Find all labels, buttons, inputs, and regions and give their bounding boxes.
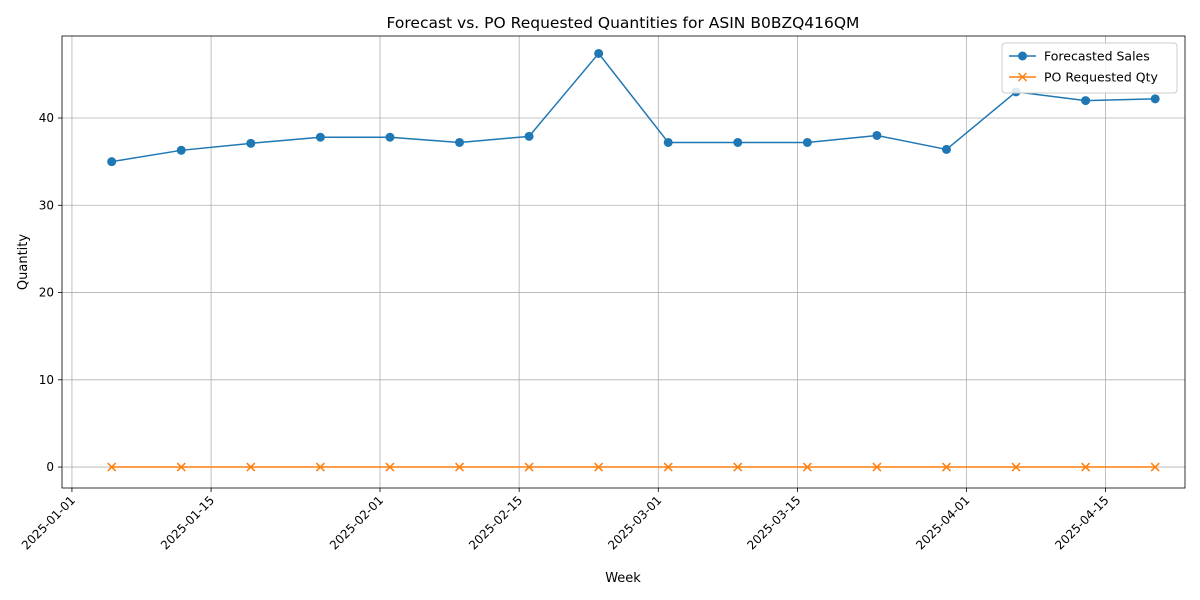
data-point-po-requested-qty bbox=[385, 462, 395, 472]
y-tick-label: 0 bbox=[46, 460, 54, 474]
data-point-forecasted-sales bbox=[315, 132, 325, 142]
legend-marker-po-requested-qty bbox=[1017, 72, 1028, 82]
data-point-forecasted-sales bbox=[246, 138, 256, 148]
legend-label-po-requested-qty: PO Requested Qty bbox=[1044, 70, 1158, 85]
y-axis-title: Quantity bbox=[16, 234, 31, 290]
legend: Forecasted Sales PO Requested Qty bbox=[1001, 42, 1178, 94]
data-point-po-requested-qty bbox=[733, 462, 743, 472]
data-point-po-requested-qty bbox=[524, 462, 534, 472]
data-point-forecasted-sales bbox=[802, 137, 812, 147]
data-point-forecasted-sales bbox=[107, 157, 117, 167]
y-tick-label: 40 bbox=[39, 111, 54, 125]
legend-box bbox=[1001, 42, 1178, 94]
y-tick-label: 10 bbox=[39, 373, 54, 387]
data-point-po-requested-qty bbox=[594, 462, 604, 472]
y-tick-label: 20 bbox=[39, 286, 54, 300]
data-point-po-requested-qty bbox=[107, 462, 117, 472]
data-point-po-requested-qty bbox=[315, 462, 325, 472]
data-point-po-requested-qty bbox=[454, 462, 465, 472]
data-point-po-requested-qty bbox=[872, 462, 882, 472]
data-point-forecasted-sales bbox=[941, 144, 951, 154]
data-point-po-requested-qty bbox=[941, 462, 952, 472]
data-point-po-requested-qty bbox=[1011, 462, 1021, 472]
data-point-forecasted-sales bbox=[524, 131, 534, 141]
chart-title: Forecast vs. PO Requested Quantities for… bbox=[387, 14, 860, 32]
x-axis-title: Week bbox=[605, 571, 641, 586]
data-point-forecasted-sales bbox=[1081, 96, 1091, 106]
data-point-po-requested-qty bbox=[176, 462, 186, 472]
data-point-po-requested-qty bbox=[1081, 462, 1091, 472]
y-tick-label: 30 bbox=[39, 198, 54, 212]
y-axis: 0 10 20 30 40 bbox=[39, 111, 62, 474]
data-point-forecasted-sales bbox=[872, 130, 882, 140]
data-point-forecasted-sales bbox=[1150, 94, 1160, 104]
legend-marker-forecasted-sales bbox=[1018, 51, 1027, 61]
data-point-forecasted-sales bbox=[176, 145, 186, 155]
data-point-forecasted-sales bbox=[663, 137, 673, 147]
data-point-po-requested-qty bbox=[246, 462, 256, 472]
legend-label-forecasted-sales: Forecasted Sales bbox=[1044, 49, 1150, 64]
data-point-po-requested-qty bbox=[1150, 462, 1160, 472]
data-point-forecasted-sales bbox=[385, 132, 395, 142]
data-point-forecasted-sales bbox=[594, 48, 604, 58]
data-point-po-requested-qty bbox=[663, 462, 673, 472]
data-point-po-requested-qty bbox=[802, 462, 812, 472]
data-point-forecasted-sales bbox=[733, 137, 743, 147]
series-line-forecasted-sales bbox=[111, 52, 1156, 163]
data-point-forecasted-sales bbox=[455, 137, 465, 147]
plot-frame bbox=[61, 35, 1186, 489]
